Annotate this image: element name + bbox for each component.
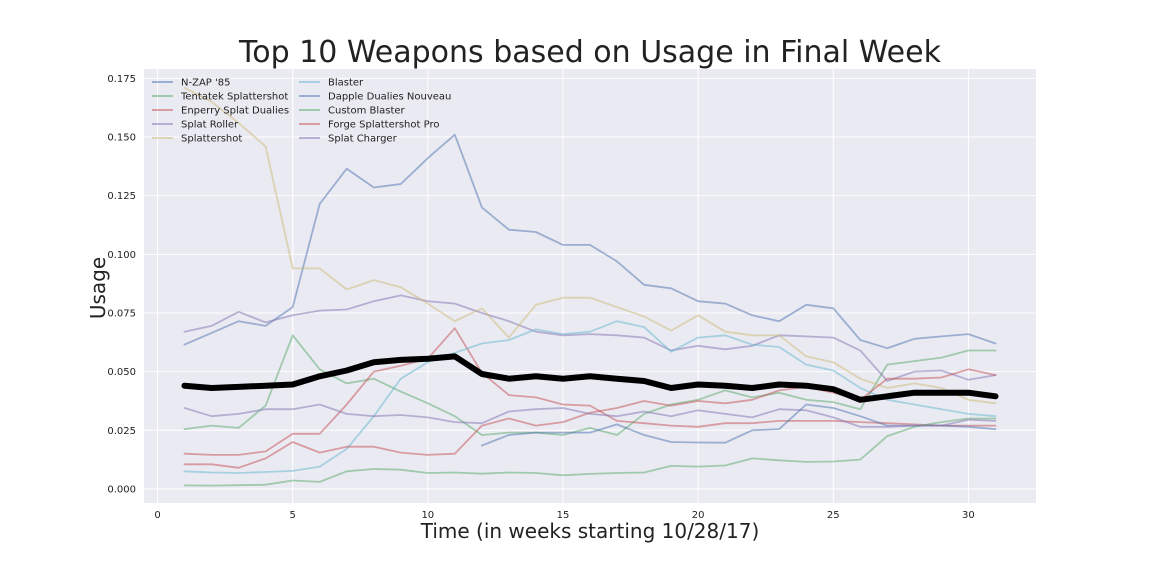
gridlines: [144, 69, 1036, 503]
x-tick-labels: 0 5 10 15 20 25 30: [154, 510, 974, 521]
x-tick-label: 15: [557, 510, 570, 521]
x-tick-label: 5: [289, 510, 295, 521]
y-tick-label: 0.075: [107, 308, 136, 319]
series-lines: [181, 86, 999, 487]
legend: N-ZAP '85 Tentatek Splattershot Enperry Sp…: [152, 78, 451, 145]
x-axis-label: Time (in weeks starting 10/28/17): [420, 519, 760, 543]
legend-label-dapple-dualies-nouveau: Dapple Dualies Nouveau: [328, 92, 451, 103]
x-tick-label: 20: [692, 510, 705, 521]
y-tick-label: 0.000: [107, 484, 136, 495]
series-line-average: [181, 353, 999, 403]
x-tick-label: 30: [962, 510, 975, 521]
legend-label-n-zap-85: N-ZAP '85: [181, 78, 230, 89]
legend-label-tentatek-splattershot: Tentatek Splattershot: [180, 92, 288, 103]
x-tick-label: 0: [154, 510, 160, 521]
series-line-tentatek-splattershot: [183, 334, 997, 436]
legend-label-splat-roller: Splat Roller: [181, 120, 239, 131]
x-tick-label: 10: [421, 510, 434, 521]
series-line-splattershot: [183, 86, 997, 405]
x-tick-label: 25: [827, 510, 840, 521]
y-axis-label: Usage: [86, 257, 110, 319]
y-tick-label: 0.050: [107, 367, 136, 378]
legend-label-splattershot: Splattershot: [181, 134, 242, 145]
legend-label-enperry-splat-dualies: Enperry Splat Dualies: [181, 106, 289, 117]
series-line-splat-roller: [183, 294, 997, 382]
y-tick-label: 0.150: [107, 133, 136, 144]
y-tick-label: 0.175: [107, 74, 136, 85]
y-tick-label: 0.125: [107, 191, 136, 202]
y-tick-label: 0.100: [107, 250, 136, 261]
legend-label-custom-blaster: Custom Blaster: [328, 106, 406, 117]
legend-label-blaster: Blaster: [328, 78, 364, 89]
plot-area: [144, 69, 1036, 503]
series-line-splat-charger: [183, 403, 997, 428]
series-line-blaster: [183, 320, 997, 474]
chart-title: Top 10 Weapons based on Usage in Final W…: [238, 35, 942, 70]
y-tick-label: 0.025: [107, 426, 136, 437]
legend-label-forge-splattershot-pro: Forge Splattershot Pro: [328, 120, 439, 131]
series-line-n-zap-85: [183, 133, 997, 350]
y-tick-labels: 0.000 0.025 0.050 0.075 0.100 0.125 0.150 0.175: [107, 74, 136, 496]
series-line-custom-blaster: [183, 417, 997, 487]
series-line-enperry-splat-dualies: [183, 327, 997, 456]
legend-label-splat-charger: Splat Charger: [328, 134, 398, 145]
